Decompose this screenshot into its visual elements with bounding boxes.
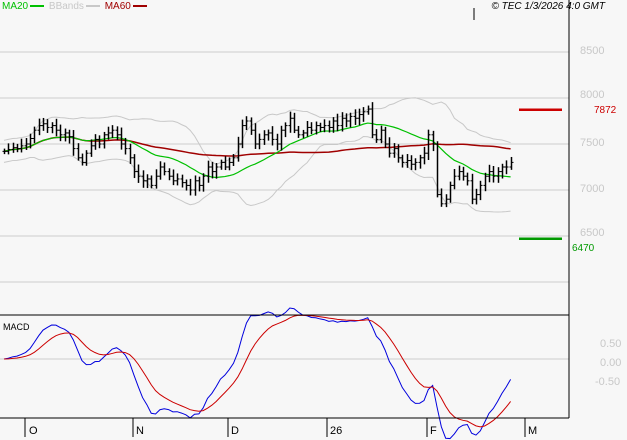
y-tick-label: 8500 — [580, 45, 605, 57]
legend-bbands-swatch — [85, 5, 100, 8]
bollinger-bands — [3, 97, 511, 213]
legend: MA20 BBands MA60 — [2, 1, 149, 12]
x-tick-label: F — [430, 425, 437, 437]
x-tick-label: 26 — [330, 425, 343, 437]
level-label-support: 6470 — [572, 243, 595, 254]
y-tick-label: 8000 — [580, 89, 605, 101]
legend-ma20-swatch — [30, 5, 45, 8]
moving-averages — [3, 122, 511, 179]
level-label-resistance: 7872 — [594, 105, 617, 116]
x-tick-label: M — [528, 425, 538, 437]
macd-line — [3, 307, 512, 440]
legend-ma60: MA60 — [104, 1, 131, 12]
y-tick-label: 7000 — [580, 183, 605, 195]
x-tick-label: D — [231, 425, 239, 437]
macd-tick-label: 0.50 — [600, 338, 622, 350]
bband-upper — [3, 97, 511, 166]
x-ticks — [24, 418, 526, 437]
macd-tick-label: 0.00 — [600, 357, 622, 369]
copyright: © TEC 1/3/2026 4:0 GMT — [491, 1, 605, 12]
macd-tick-label: -0.50 — [595, 376, 621, 388]
macd-title: MACD — [3, 322, 30, 332]
x-tick-label: N — [136, 425, 144, 437]
legend-bbands: BBands — [48, 1, 84, 12]
y-tick-label: 6500 — [580, 227, 605, 239]
macd-lines — [3, 307, 512, 440]
level-lines — [519, 108, 562, 241]
x-tick-label: O — [29, 425, 38, 437]
bband-lower — [3, 136, 511, 213]
y-tick-label: 7500 — [580, 137, 605, 149]
legend-ma60-swatch — [132, 5, 147, 8]
ma20-line — [3, 122, 511, 179]
signal-line — [3, 314, 512, 428]
legend-ma20: MA20 — [2, 1, 29, 12]
price-bars — [2, 102, 514, 208]
